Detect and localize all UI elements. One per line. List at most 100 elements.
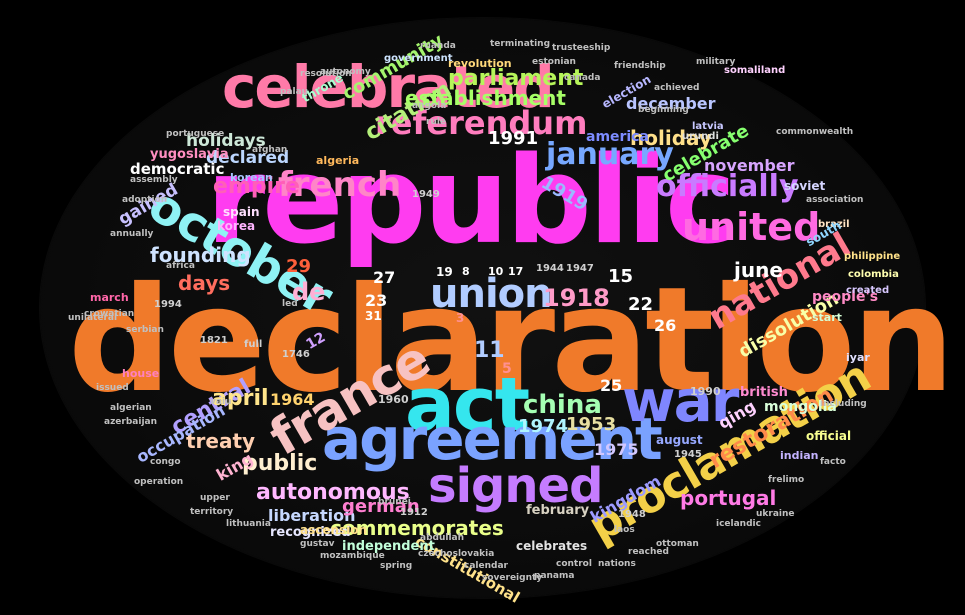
word-latvia: latvia <box>692 121 724 132</box>
word-march: march <box>90 291 129 304</box>
word-democratic: democratic <box>130 160 225 178</box>
word-december: december <box>626 94 716 113</box>
word-yugoslavia: yugoslavia <box>150 147 229 162</box>
word-iyar: iyar <box>846 351 870 364</box>
word-1918: 1918 <box>543 284 610 312</box>
word-somaliland: somaliland <box>724 65 786 76</box>
word-brazil: brazil <box>818 219 850 230</box>
word-association: association <box>806 195 864 205</box>
word-ascension: ascension <box>300 523 368 537</box>
word-icelandic: icelandic <box>716 519 761 529</box>
word-german: german <box>342 496 420 517</box>
word-3: 3 <box>456 311 465 325</box>
word-celebrated: celebrated <box>222 53 555 121</box>
word-algeria: algeria <box>316 154 360 167</box>
word-founding: founding <box>150 243 251 267</box>
word-korea: korea <box>217 219 256 233</box>
word-officially: officially <box>656 169 799 204</box>
word-afghan: afghan <box>252 145 288 155</box>
cloud-shape <box>40 18 925 598</box>
word-congo: congo <box>150 457 181 467</box>
word-agreement: agreement <box>322 405 663 473</box>
word-1948: 1948 <box>618 509 646 520</box>
word-1975: 1975 <box>594 440 639 459</box>
word-celebrates: celebrates <box>516 539 588 553</box>
word-holidays: holidays <box>186 131 266 151</box>
word-beginning: beginning <box>638 105 689 115</box>
word-declared: declared <box>206 148 290 168</box>
word-rule: rule <box>426 117 447 127</box>
word-china: china <box>523 390 602 420</box>
word-1991: 1991 <box>488 128 539 149</box>
word-1821: 1821 <box>200 335 228 346</box>
word-brunei: brunei <box>378 497 411 507</box>
word-parliament: parliament <box>448 66 584 91</box>
word-mozambique: mozambique <box>320 551 385 561</box>
word-issued: issued <box>96 383 129 393</box>
word-friendship: friendship <box>614 61 666 71</box>
word-palau: palau <box>280 87 309 97</box>
word-reached: reached <box>628 547 669 557</box>
word-31: 31 <box>365 309 382 323</box>
word-operation: operation <box>134 477 184 487</box>
word-spain: spain <box>223 205 260 219</box>
word-1947: 1947 <box>566 263 594 274</box>
word-june: june <box>734 258 783 282</box>
word-autonomous: autonomous <box>256 480 410 505</box>
word-laos: laos <box>614 525 635 535</box>
word-canada: canada <box>564 73 601 83</box>
word-gustav: gustav <box>300 539 335 549</box>
word-war: war <box>622 367 739 435</box>
word-lithuania: lithuania <box>226 519 271 529</box>
word-declaration: declaration <box>68 256 955 425</box>
word-mongolia: mongolia <box>764 399 837 415</box>
word-peoples: people's <box>812 289 879 305</box>
word-indian: indian <box>780 449 819 462</box>
word-british: british <box>740 385 788 400</box>
word-achieved: achieved <box>654 83 700 93</box>
word-philippine: philippine <box>844 251 901 262</box>
word-start: start <box>812 311 842 324</box>
word-annually: annually <box>110 229 154 239</box>
word-27: 27 <box>373 268 396 287</box>
word-sovereignty: sovereignty <box>482 573 543 583</box>
word-vaiu: vaiu <box>210 397 232 407</box>
word-unilateral: unilateral <box>68 313 118 323</box>
word-recognized: recognized <box>270 525 351 540</box>
word-autonomy: autonomy <box>320 67 371 77</box>
word-1964: 1964 <box>270 390 315 409</box>
word-military: military <box>696 57 736 67</box>
word-ruanda: ruanda <box>420 41 456 51</box>
word-nations: nations <box>598 559 636 569</box>
word-commonwealth: commonwealth <box>776 127 854 137</box>
word-government: government <box>384 53 453 64</box>
word-official: official <box>806 429 852 443</box>
word-november: november <box>704 156 795 175</box>
word-korean: korean <box>230 171 273 184</box>
word-frelimo: frelimo <box>768 475 805 485</box>
word-crowatian: crowatian <box>84 309 135 319</box>
word-29: 29 <box>286 256 312 277</box>
word-ottoman: ottoman <box>656 539 699 549</box>
word-resolution: resolution <box>300 69 352 79</box>
word-union: union <box>430 271 553 317</box>
word-angola: angola <box>412 101 447 111</box>
word-africa: africa <box>166 261 195 271</box>
word-26: 26 <box>654 316 677 335</box>
word-portuguese: portuguese <box>166 129 225 139</box>
word-signed: signed <box>428 458 603 514</box>
word-april: april <box>212 386 269 411</box>
word-1953: 1953 <box>566 414 617 435</box>
word-5: 5 <box>502 361 512 377</box>
word-facto: facto <box>820 457 846 467</box>
word-trusteeship: trusteeship <box>552 43 611 53</box>
word-1912: 1912 <box>400 507 428 518</box>
word-23: 23 <box>365 291 388 310</box>
word-treaty: treaty <box>186 429 256 453</box>
word-terminating: terminating <box>490 39 551 49</box>
word-1746: 1746 <box>282 349 310 360</box>
word-united: united <box>682 205 821 249</box>
word-11: 11 <box>474 338 505 363</box>
word-portugal: portugal <box>680 486 777 510</box>
word-ukraine: ukraine <box>756 509 795 519</box>
